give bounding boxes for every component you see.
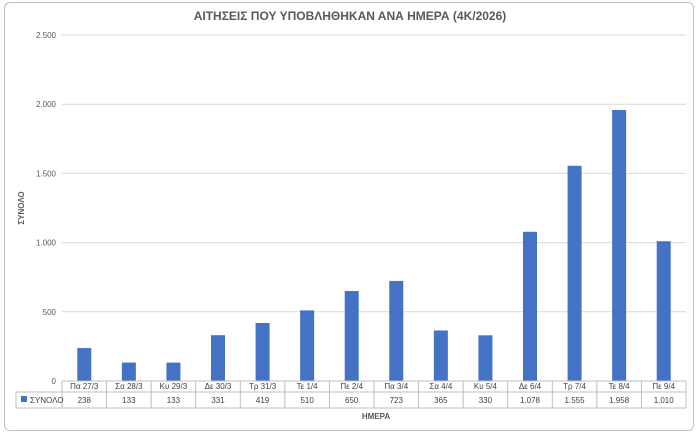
x-axis-title: ΗΜΕΡΑ — [362, 412, 391, 421]
bar — [612, 110, 627, 381]
x-tick-label: Τε 1/4 — [297, 382, 318, 391]
bar — [121, 362, 136, 381]
data-label: 365 — [434, 396, 448, 405]
x-tick-label: Πε 2/4 — [340, 382, 363, 391]
x-tick-label: Τρ 31/3 — [249, 382, 277, 391]
bar — [211, 335, 225, 381]
data-label: 419 — [256, 396, 270, 405]
data-label: 1.010 — [654, 396, 675, 405]
legend-key — [21, 396, 27, 402]
y-tick-label: 0 — [52, 377, 57, 386]
bar — [523, 231, 537, 381]
y-tick-label: 2.500 — [36, 31, 57, 40]
data-label: 133 — [167, 396, 181, 405]
data-label: 238 — [78, 396, 92, 405]
bar — [656, 241, 671, 381]
x-tick-label: Τε 8/4 — [609, 382, 630, 391]
y-axis-title: ΣΥΝΟΛΟ — [17, 191, 26, 224]
x-tick-label: Δε 30/3 — [205, 382, 232, 391]
data-label: 331 — [211, 396, 225, 405]
data-label: 650 — [345, 396, 359, 405]
bar — [478, 335, 493, 381]
bar — [77, 348, 92, 381]
legend-label: ΣΥΝΟΛΟ — [30, 396, 64, 405]
bar — [433, 330, 448, 381]
data-label: 330 — [479, 396, 493, 405]
x-tick-label: Δε 6/4 — [519, 382, 542, 391]
y-tick-label: 1.000 — [36, 239, 57, 248]
y-tick-label: 2.000 — [36, 100, 57, 109]
bar — [567, 165, 582, 381]
data-label: 723 — [390, 396, 404, 405]
chart-title: ΑΙΤΗΣΕΙΣ ΠΟΥ ΥΠΟΒΛΗΘΗΚΑΝ ΑΝΑ ΗΜΕΡΑ (4Κ/2… — [193, 9, 507, 23]
data-label: 510 — [300, 396, 314, 405]
x-tick-label: Πα 27/3 — [70, 382, 99, 391]
x-tick-label: Πε 9/4 — [652, 382, 675, 391]
x-tick-label: Πα 3/4 — [384, 382, 408, 391]
y-tick-label: 500 — [43, 308, 57, 317]
bar — [389, 280, 404, 381]
y-tick-label: 1.500 — [36, 169, 57, 178]
data-label: 133 — [122, 396, 136, 405]
bar — [300, 310, 315, 381]
bar — [166, 362, 181, 381]
data-label: 1.958 — [609, 396, 630, 405]
data-label: 1.555 — [565, 396, 586, 405]
data-label: 1.078 — [520, 396, 541, 405]
bar — [255, 323, 270, 381]
x-tick-label: Τρ 7/4 — [563, 382, 586, 391]
x-tick-label: Κυ 29/3 — [160, 382, 188, 391]
x-tick-label: Σα 28/3 — [115, 382, 143, 391]
x-tick-label: Σα 4/4 — [429, 382, 452, 391]
bar — [344, 291, 359, 381]
x-tick-label: Κυ 5/4 — [474, 382, 498, 391]
